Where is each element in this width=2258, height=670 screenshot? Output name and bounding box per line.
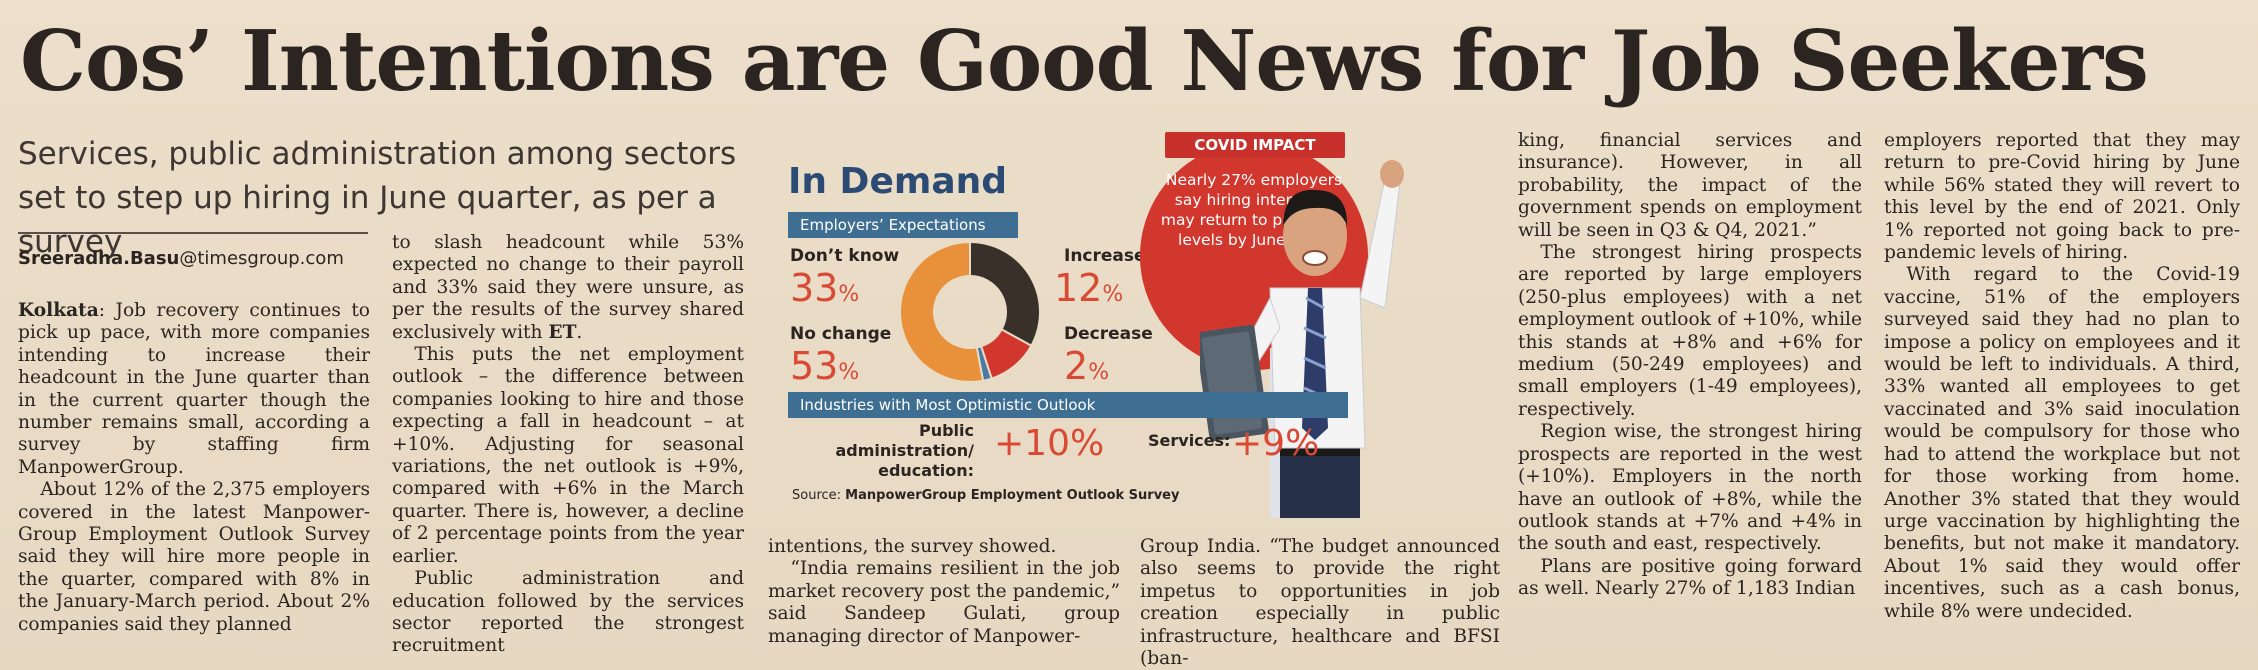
- column-1: Kolkata: Job recovery continues to pick …: [18, 300, 370, 636]
- stat-decrease-label: Decrease: [1064, 324, 1153, 344]
- col5-para-4: Plans are positive going forward as well…: [1518, 555, 1862, 600]
- col6-para-1: employers reported that they may return …: [1884, 130, 2240, 264]
- public-admin-value: +10%: [994, 423, 1105, 464]
- col5-para-3: Region wise, the strongest hiring prospe…: [1518, 421, 1862, 555]
- col2-para-3: Public administration and education foll…: [392, 568, 744, 657]
- byline-rule: [18, 232, 368, 234]
- byline: Sreeradha.Basu@timesgroup.com: [18, 248, 344, 269]
- dateline: Kolkata: [18, 300, 99, 321]
- col2-para-1: to slash headcount while 53% expected no…: [392, 232, 744, 343]
- stat-no-change-label: No change: [790, 324, 892, 344]
- public-admin-label: Public administration/ education:: [835, 421, 975, 480]
- stat-decrease-value: 2%: [1064, 344, 1110, 388]
- col6-para-2: With regard to the Covid-19 vaccine, 51%…: [1884, 264, 2240, 622]
- col3-para-1: intentions, the survey showed.: [768, 536, 1057, 557]
- col1-para-2: About 12% of the 2,375 employers covered…: [18, 479, 370, 635]
- expectations-donut-chart: [899, 240, 1041, 383]
- graphic-title: In Demand: [788, 161, 1008, 202]
- col2-para-2: This puts the net employment outlook – t…: [392, 344, 744, 567]
- industries-row: Public administration/ education: +10% S…: [788, 419, 1348, 480]
- donut-slice-don-t-know: [969, 240, 1041, 348]
- stat-no-change-value: 53%: [790, 344, 860, 388]
- col4-para-1: Group India. “The budget announced also …: [1140, 536, 1500, 670]
- services-value: +9%: [1232, 423, 1320, 464]
- stat-dont-know-label: Don’t know: [790, 246, 900, 266]
- col3-para-2: “India remains resilient in the job mark…: [768, 558, 1120, 647]
- byline-domain: @timesgroup.com: [179, 248, 344, 269]
- column-6: employers reported that they may return …: [1884, 130, 2240, 623]
- column-5: king, financial services and insurance).…: [1518, 130, 1862, 601]
- column-4: Group India. “The budget announced also …: [1140, 536, 1500, 670]
- headline: Cos’ Intentions are Good News for Job Se…: [20, 12, 2149, 110]
- deck-subheadline: Services, public administration among se…: [18, 136, 737, 260]
- column-2: to slash headcount while 53% expected no…: [392, 232, 744, 658]
- byline-name: Sreeradha.Basu: [18, 248, 180, 269]
- column-3: intentions, the survey showed. “India re…: [768, 536, 1120, 648]
- services-label: Services:: [1148, 431, 1231, 450]
- stat-increase-value: 12%: [1054, 266, 1124, 310]
- in-demand-graphic: In Demand Employers’ Expectations Don’t …: [768, 132, 1480, 518]
- col5-para-1: king, financial services and insurance).…: [1518, 130, 1862, 241]
- expectations-band: Employers’ Expectations: [788, 212, 1018, 238]
- covid-impact-tag: COVID IMPACT: [1165, 132, 1345, 158]
- col5-para-2: The strongest hiring prospects are repor…: [1518, 242, 1862, 420]
- col1-para-1: Kolkata: Job recovery continues to pick …: [18, 300, 370, 478]
- graphic-source: Source: ManpowerGroup Employment Outlook…: [792, 488, 1180, 503]
- stat-increase-label: Increase: [1064, 246, 1146, 266]
- industries-band: Industries with Most Optimistic Outlook: [788, 392, 1348, 418]
- stat-dont-know-value: 33%: [790, 266, 860, 310]
- donut-slice-no-change: [899, 240, 985, 383]
